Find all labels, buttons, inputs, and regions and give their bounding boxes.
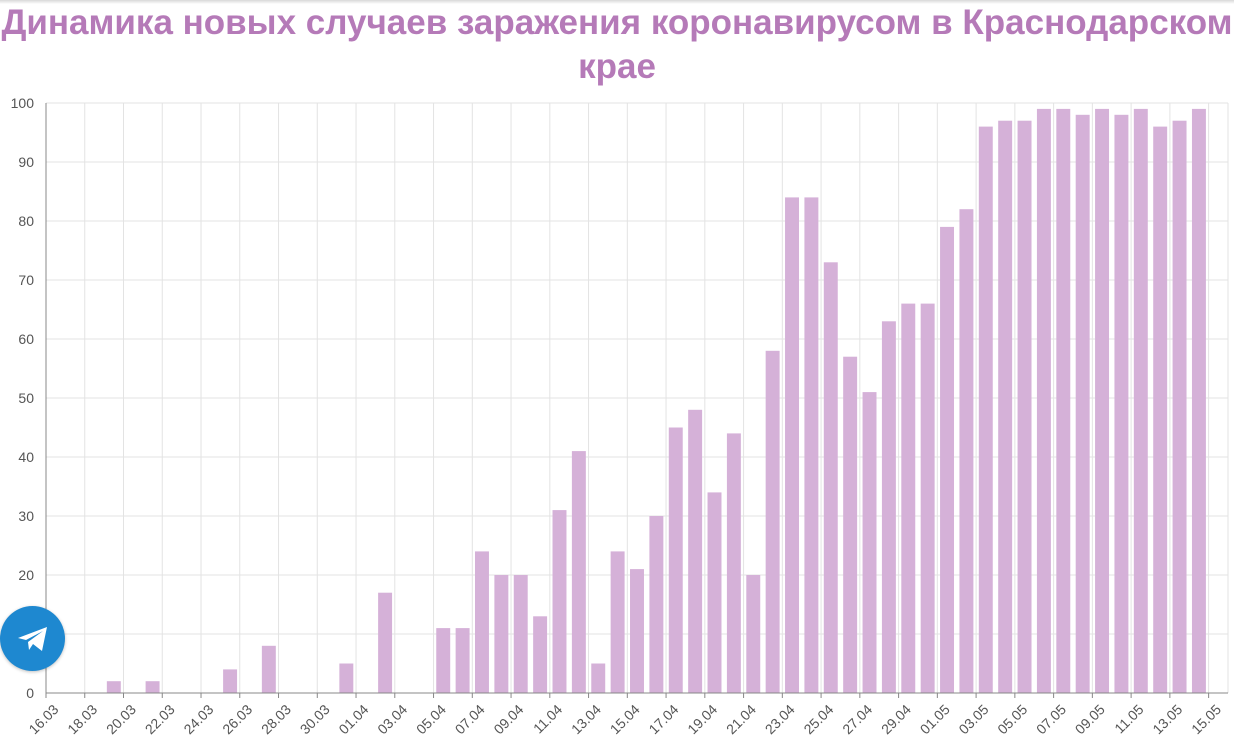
x-tick-label: 20.03	[103, 701, 139, 737]
y-tick-label: 60	[18, 331, 34, 347]
x-tick-label: 09.05	[1072, 701, 1108, 737]
bar	[901, 303, 916, 693]
x-tick-label: 24.03	[180, 701, 216, 737]
x-tick-label: 07.05	[1033, 701, 1069, 737]
bar	[649, 516, 664, 693]
x-tick-label: 03.04	[374, 701, 410, 737]
bar	[610, 551, 625, 693]
x-tick-label: 21.04	[723, 701, 759, 737]
x-tick-label: 16.03	[25, 701, 61, 737]
bar	[145, 681, 160, 693]
bar	[475, 551, 489, 693]
x-tick-label: 18.03	[64, 701, 100, 737]
y-tick-label: 30	[18, 508, 34, 524]
x-tick-label: 19.04	[684, 701, 720, 737]
y-tick-label: 0	[26, 685, 34, 701]
bar	[1056, 108, 1071, 693]
bar	[571, 451, 586, 693]
bar	[630, 569, 644, 693]
bar	[552, 510, 567, 693]
bars	[106, 108, 1206, 694]
x-tick-label: 15.05	[1188, 701, 1224, 737]
x-tick-label: 22.03	[142, 701, 178, 737]
bar	[843, 356, 858, 693]
bar	[1191, 108, 1206, 693]
bar	[339, 663, 354, 693]
bar	[726, 433, 741, 693]
bar	[436, 628, 451, 693]
bar	[106, 681, 121, 693]
bar	[494, 575, 509, 693]
bar	[940, 226, 955, 693]
y-tick-label: 100	[11, 95, 35, 111]
bar	[513, 575, 528, 693]
bar	[804, 197, 819, 693]
x-tick-label: 01.05	[917, 701, 953, 737]
bar	[862, 392, 877, 693]
x-tick-label: 25.04	[800, 701, 836, 737]
x-tick-label: 17.04	[645, 701, 681, 737]
x-tick-label: 29.04	[878, 701, 914, 737]
bar	[668, 427, 683, 693]
bar	[223, 669, 238, 693]
bar	[1095, 108, 1110, 693]
x-tick-label: 09.04	[490, 701, 526, 737]
x-tick-label: 28.03	[258, 701, 294, 737]
bar	[1075, 114, 1090, 694]
telegram-icon	[17, 626, 47, 651]
x-tick-label: 01.04	[335, 701, 371, 737]
axes	[45, 103, 1228, 698]
x-tick-label: 11.05	[1111, 701, 1147, 737]
x-tick-label: 15.04	[607, 701, 643, 737]
bar	[455, 628, 470, 693]
bar	[1114, 114, 1129, 694]
bar	[533, 616, 548, 693]
y-tick-label: 40	[18, 449, 34, 465]
y-tick-label: 80	[18, 213, 34, 229]
bar	[1017, 120, 1032, 693]
x-tick-labels: 16.03 18.03 20.03 22.03 24.03 26.03 28.03 30.03…	[25, 701, 1224, 737]
x-tick-label: 13.04	[568, 701, 604, 737]
x-tick-label: 13.05	[1149, 701, 1185, 737]
x-tick-label: 26.03	[219, 701, 255, 737]
x-tick-label: 05.05	[994, 701, 1030, 737]
bar	[746, 575, 761, 693]
top-border	[0, 0, 1234, 4]
bar	[1133, 108, 1148, 693]
y-tick-label: 20	[18, 567, 34, 583]
x-tick-label: 23.04	[762, 701, 798, 737]
x-tick-label: 05.04	[413, 701, 449, 737]
x-tick-label: 11.04	[530, 701, 566, 737]
x-tick-label: 07.04	[452, 701, 488, 737]
telegram-share-button[interactable]	[0, 606, 65, 671]
bar	[881, 321, 896, 693]
bar	[378, 592, 393, 693]
bar	[261, 645, 276, 693]
bar	[1036, 108, 1051, 693]
bar	[959, 209, 974, 693]
bar	[1172, 120, 1187, 693]
bar	[591, 663, 606, 693]
bar	[785, 197, 799, 693]
x-tick-label: 03.05	[955, 701, 991, 737]
bar	[998, 120, 1013, 693]
y-tick-label: 90	[18, 154, 34, 170]
bar	[920, 303, 935, 693]
bar	[707, 492, 722, 693]
bar	[1153, 126, 1168, 694]
bar	[765, 350, 780, 693]
x-tick-label: 27.04	[839, 701, 875, 737]
y-tick-label: 70	[18, 272, 34, 288]
bar	[823, 262, 838, 693]
bar	[688, 409, 703, 693]
chart-title: Динамика новых случаев заражения коронав…	[1, 3, 1233, 86]
bar	[978, 126, 993, 694]
y-tick-label: 50	[18, 390, 34, 406]
x-tick-label: 30.03	[297, 701, 333, 737]
